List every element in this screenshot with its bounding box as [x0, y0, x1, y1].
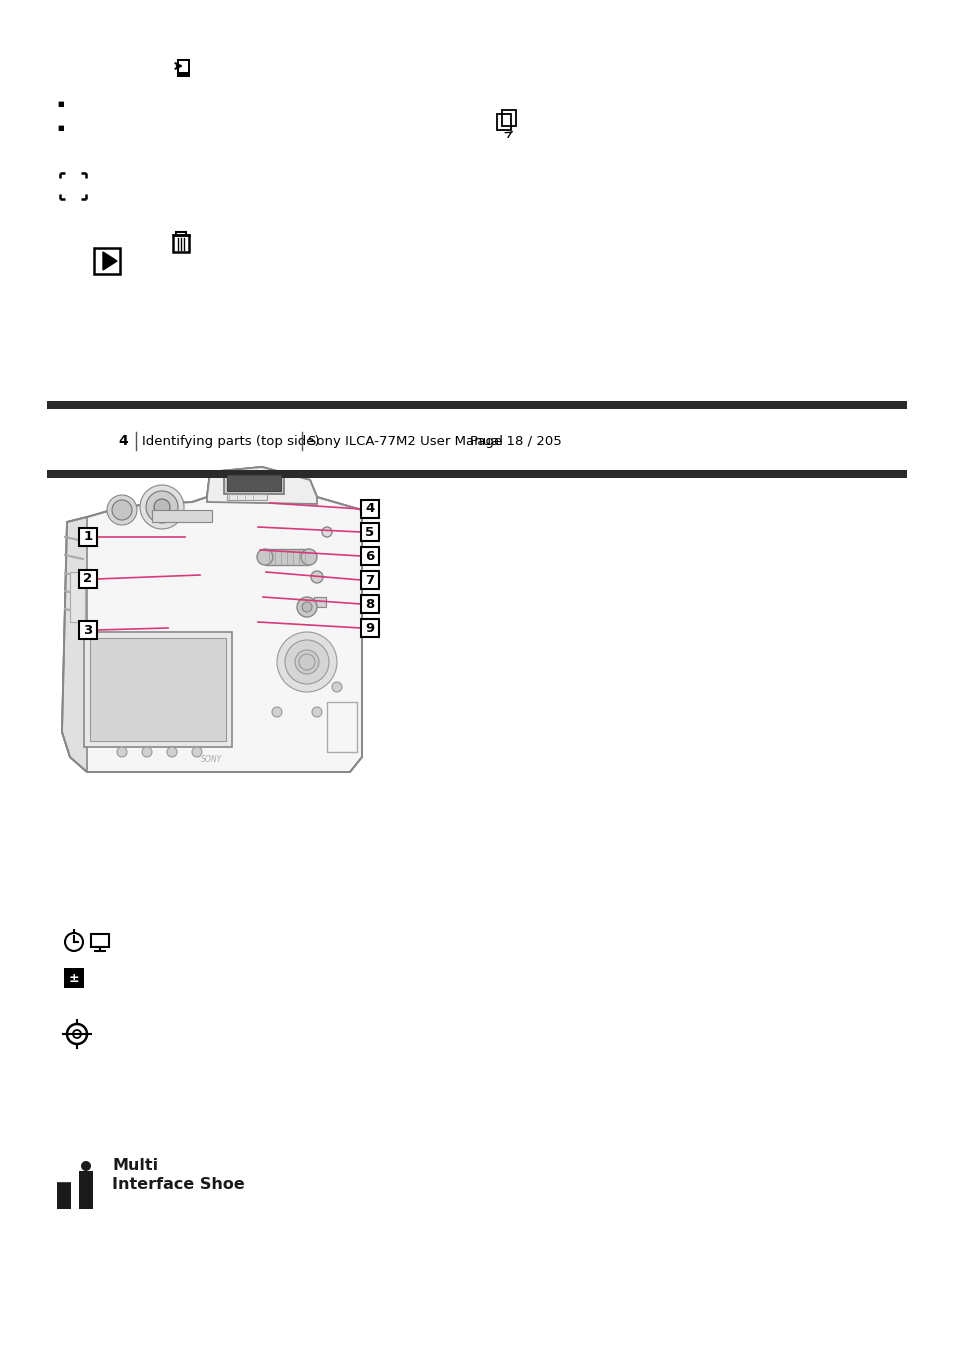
- Bar: [177, 59, 190, 77]
- Circle shape: [332, 682, 341, 692]
- Circle shape: [192, 747, 202, 757]
- Text: Sony ILCA-77M2 User Manual: Sony ILCA-77M2 User Manual: [308, 435, 502, 447]
- Bar: [314, 597, 326, 607]
- Bar: [360, 594, 378, 613]
- Text: 4: 4: [118, 434, 128, 449]
- Text: 9: 9: [365, 621, 375, 635]
- Text: Identifying parts (top side): Identifying parts (top side): [142, 435, 319, 447]
- Polygon shape: [62, 467, 361, 771]
- Text: 6: 6: [365, 550, 375, 562]
- Circle shape: [302, 603, 312, 612]
- Circle shape: [81, 1161, 91, 1171]
- Circle shape: [272, 707, 282, 717]
- Circle shape: [140, 485, 184, 530]
- Bar: [79, 621, 97, 639]
- Text: 8: 8: [365, 597, 375, 611]
- Bar: [265, 549, 309, 565]
- Text: ±: ±: [69, 971, 79, 985]
- Bar: [327, 703, 356, 753]
- Text: 1: 1: [83, 531, 92, 543]
- Circle shape: [153, 499, 170, 515]
- Circle shape: [285, 640, 329, 684]
- Bar: [501, 109, 516, 126]
- Text: Page 18 / 205: Page 18 / 205: [470, 435, 561, 447]
- Text: SONY: SONY: [201, 755, 222, 765]
- Bar: [94, 249, 120, 274]
- Bar: [79, 528, 97, 546]
- Circle shape: [142, 747, 152, 757]
- Circle shape: [167, 747, 177, 757]
- Text: Multi: Multi: [112, 1158, 158, 1173]
- Bar: [84, 632, 232, 747]
- Circle shape: [296, 597, 316, 617]
- Polygon shape: [207, 467, 316, 504]
- Circle shape: [311, 571, 323, 584]
- Circle shape: [276, 632, 336, 692]
- Text: 7: 7: [365, 574, 375, 586]
- Polygon shape: [103, 253, 117, 270]
- Circle shape: [107, 494, 137, 526]
- Bar: [79, 570, 97, 588]
- Bar: [47, 470, 906, 478]
- Bar: [91, 934, 109, 947]
- Bar: [90, 638, 226, 740]
- Circle shape: [112, 500, 132, 520]
- Bar: [360, 571, 378, 589]
- Text: Interface Shoe: Interface Shoe: [112, 1177, 245, 1192]
- Circle shape: [301, 549, 316, 565]
- Bar: [79, 1171, 92, 1209]
- Text: 3: 3: [83, 624, 92, 636]
- Circle shape: [256, 549, 273, 565]
- Bar: [497, 113, 511, 130]
- Circle shape: [294, 650, 318, 674]
- Bar: [179, 61, 188, 72]
- Bar: [360, 547, 378, 565]
- Text: ■: ■: [57, 126, 64, 131]
- Bar: [360, 500, 378, 517]
- Bar: [360, 619, 378, 638]
- Bar: [227, 494, 267, 500]
- Circle shape: [117, 747, 127, 757]
- Bar: [172, 235, 189, 253]
- Circle shape: [322, 527, 332, 536]
- Bar: [227, 476, 281, 490]
- Bar: [57, 1181, 71, 1209]
- Circle shape: [146, 490, 178, 523]
- Bar: [70, 571, 85, 621]
- Bar: [360, 523, 378, 540]
- Text: 4: 4: [365, 503, 375, 516]
- Polygon shape: [62, 517, 87, 771]
- Circle shape: [298, 654, 314, 670]
- Text: ■: ■: [57, 101, 64, 107]
- Circle shape: [312, 707, 322, 717]
- Bar: [64, 969, 84, 988]
- Text: 5: 5: [365, 526, 375, 539]
- Bar: [47, 401, 906, 409]
- Text: 2: 2: [83, 573, 92, 585]
- Bar: [152, 509, 212, 521]
- Bar: [224, 471, 284, 494]
